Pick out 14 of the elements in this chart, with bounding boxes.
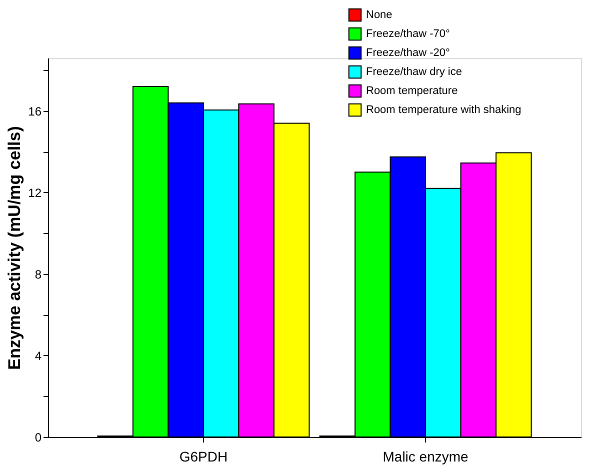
- x-tick-label: G6PDH: [179, 448, 228, 464]
- x-tick-label: Malic enzyme: [382, 448, 469, 464]
- y-tick-label: 4: [34, 348, 42, 363]
- y-axis-title: Enzyme activity (mU/mg cells): [5, 126, 24, 370]
- legend-label: Room temperature with shaking: [366, 104, 522, 116]
- y-tick-label: 8: [34, 267, 42, 282]
- legend-label: None: [366, 9, 392, 21]
- legend-label: Freeze/thaw -20°: [366, 47, 450, 59]
- legend-label: Freeze/thaw dry ice: [366, 66, 462, 78]
- y-tick-label: 0: [34, 430, 42, 444]
- y-tick-label: 16: [28, 104, 42, 118]
- legend-label: Room temperature: [366, 85, 458, 97]
- legend-label: Freeze/thaw -70°: [366, 28, 450, 40]
- y-tick-label: 12: [28, 186, 42, 200]
